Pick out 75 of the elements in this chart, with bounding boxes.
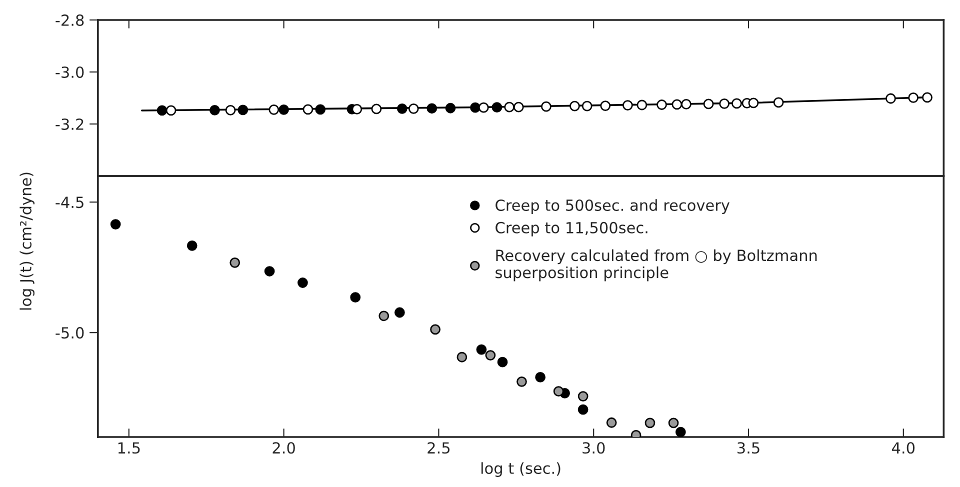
point (773, 97, 784, 108)
x-tick-label: 1.5 (118, 442, 140, 454)
point (578, 404, 588, 415)
y-tick-label: -4.5 (56, 196, 84, 208)
point (908, 92, 919, 103)
point (210, 105, 220, 116)
point (703, 98, 714, 110)
point (644, 418, 656, 428)
point (352, 104, 362, 114)
point (719, 98, 730, 109)
point (302, 104, 314, 115)
point (497, 356, 508, 368)
point (166, 105, 176, 116)
point (681, 99, 692, 110)
point (535, 372, 546, 382)
point (478, 102, 489, 113)
point (371, 104, 382, 114)
point (492, 102, 502, 113)
x-tick-label: 3.5 (738, 442, 760, 454)
point (315, 104, 326, 115)
legend-label: Creep to 11,500sec. (496, 222, 648, 236)
point (298, 278, 308, 288)
point (622, 100, 633, 110)
point (238, 104, 248, 116)
point (396, 103, 408, 114)
point (268, 104, 280, 115)
point (408, 103, 419, 114)
point (541, 101, 552, 112)
legend-label: Creep to 500sec. and recovery (496, 199, 730, 214)
point (675, 426, 686, 437)
point (672, 99, 682, 110)
point (504, 102, 515, 112)
point (553, 386, 564, 397)
point (445, 102, 456, 114)
point (225, 105, 236, 116)
y-tick-label: -3.0 (56, 66, 84, 78)
point (578, 391, 588, 402)
point (378, 310, 390, 322)
point (350, 292, 361, 303)
point (485, 350, 496, 360)
y-tick-label: -5.0 (56, 327, 84, 339)
point (570, 100, 580, 112)
point (582, 100, 592, 112)
y-tick-label: -3.2 (56, 118, 84, 130)
point (426, 103, 438, 114)
point (922, 92, 932, 103)
text: Recovery calculated from ○ by Boltzmann superposition principle (496, 249, 817, 282)
point (606, 417, 617, 428)
x-tick-label: 2.5 (428, 442, 450, 454)
point (600, 100, 611, 111)
point (748, 98, 759, 108)
point (156, 105, 168, 116)
point (636, 100, 648, 110)
x-axis-title: log t (sec.) (481, 462, 560, 477)
y-axis-title: log J(t) (cm²/dyne) (20, 172, 34, 310)
point (476, 344, 487, 355)
point (886, 93, 896, 104)
point (456, 352, 468, 362)
point (394, 307, 405, 318)
point (516, 376, 527, 387)
point (732, 98, 742, 109)
point (186, 240, 198, 251)
point (656, 100, 667, 110)
point (470, 102, 480, 113)
point (264, 266, 275, 276)
x-tick-label: 4.0 (892, 442, 915, 454)
point (278, 104, 289, 115)
point (513, 102, 524, 112)
x-tick-label: 3.0 (582, 442, 605, 454)
point (430, 324, 440, 335)
point (230, 257, 240, 268)
x-tick-label: 2.0 (272, 442, 295, 454)
point (668, 418, 679, 428)
y-tick-label: -2.8 (56, 14, 84, 26)
point (110, 219, 121, 230)
